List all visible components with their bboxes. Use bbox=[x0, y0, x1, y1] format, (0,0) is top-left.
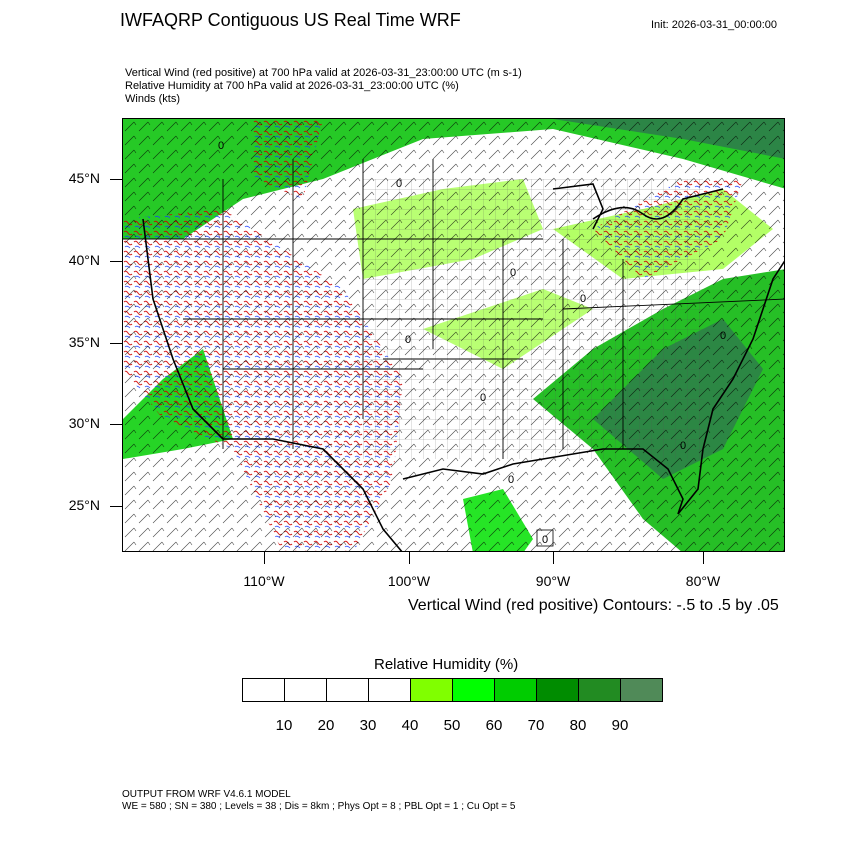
contour-label: 0 bbox=[510, 267, 516, 279]
subtitle-vertical-wind: Vertical Wind (red positive) at 700 hPa … bbox=[125, 67, 522, 79]
colorbar-label: 80 bbox=[569, 717, 587, 734]
colorbar-label: 90 bbox=[611, 717, 629, 734]
lon-label: 90°W bbox=[535, 573, 571, 589]
colorbar-label: 20 bbox=[317, 717, 335, 734]
colorbar-box bbox=[285, 679, 327, 701]
colorbar-label: 60 bbox=[485, 717, 503, 734]
colorbar-box bbox=[621, 679, 662, 701]
lon-label: 80°W bbox=[685, 573, 721, 589]
contour-label: 0 bbox=[680, 440, 686, 452]
colorbar-label: 70 bbox=[527, 717, 545, 734]
contour-note: Vertical Wind (red positive) Contours: -… bbox=[408, 597, 779, 614]
colorbar-label: 30 bbox=[359, 717, 377, 734]
colorbar-box bbox=[579, 679, 621, 701]
init-time: Init: 2026-03-31_00:00:00 bbox=[651, 19, 777, 31]
lat-tick bbox=[110, 343, 122, 344]
footer-model: OUTPUT FROM WRF V4.6.1 MODEL bbox=[122, 789, 291, 800]
contour-label: 0 bbox=[480, 392, 486, 404]
subtitle-winds: Winds (kts) bbox=[125, 93, 180, 105]
contour-zero-labels: 0 0 0 0 0 0 0 0 0 0 bbox=[218, 140, 726, 547]
lon-tick bbox=[264, 552, 265, 564]
footer-config: WE = 580 ; SN = 380 ; Levels = 38 ; Dis … bbox=[122, 801, 516, 812]
lat-tick bbox=[110, 506, 122, 507]
contour-label: 0 bbox=[542, 534, 548, 546]
contour-label: 0 bbox=[396, 178, 402, 190]
contour-label: 0 bbox=[218, 140, 224, 152]
colorbar-label: 10 bbox=[275, 717, 293, 734]
lon-label: 110°W bbox=[243, 573, 285, 589]
contour-label: 0 bbox=[720, 330, 726, 342]
lon-tick bbox=[409, 552, 410, 564]
colorbar-box bbox=[327, 679, 369, 701]
colorbar-label: 40 bbox=[401, 717, 419, 734]
lat-tick bbox=[110, 261, 122, 262]
colorbar-label: 50 bbox=[443, 717, 461, 734]
contour-label: 0 bbox=[508, 474, 514, 486]
lat-tick bbox=[110, 424, 122, 425]
coastlines bbox=[142, 183, 784, 551]
lon-tick bbox=[553, 552, 554, 564]
colorbar-box bbox=[495, 679, 537, 701]
colorbar-box bbox=[369, 679, 411, 701]
contour-label: 0 bbox=[405, 334, 411, 346]
colorbar-box bbox=[453, 679, 495, 701]
colorbar-box bbox=[537, 679, 579, 701]
lon-tick bbox=[703, 552, 704, 564]
state-borders bbox=[123, 159, 784, 459]
wind-barbs bbox=[123, 119, 784, 551]
lat-label: 40°N bbox=[68, 252, 100, 268]
lat-label: 30°N bbox=[68, 415, 100, 431]
colorbar-title: Relative Humidity (%) bbox=[374, 656, 519, 673]
lon-label: 100°W bbox=[387, 573, 431, 589]
colorbar bbox=[242, 678, 663, 702]
contour-label: 0 bbox=[580, 293, 586, 305]
lat-label: 35°N bbox=[68, 334, 100, 350]
map-panel: 0 0 0 0 0 0 0 0 0 0 bbox=[122, 118, 785, 552]
lat-label: 25°N bbox=[68, 497, 100, 513]
subtitle-relative-humidity: Relative Humidity at 700 hPa valid at 20… bbox=[125, 80, 459, 92]
weather-map: 0 0 0 0 0 0 0 0 0 0 bbox=[123, 119, 784, 551]
chart-title: IWFAQRP Contiguous US Real Time WRF bbox=[120, 10, 461, 30]
colorbar-box bbox=[243, 679, 285, 701]
lat-tick bbox=[110, 179, 122, 180]
lat-label: 45°N bbox=[68, 170, 100, 186]
colorbar-box bbox=[411, 679, 453, 701]
